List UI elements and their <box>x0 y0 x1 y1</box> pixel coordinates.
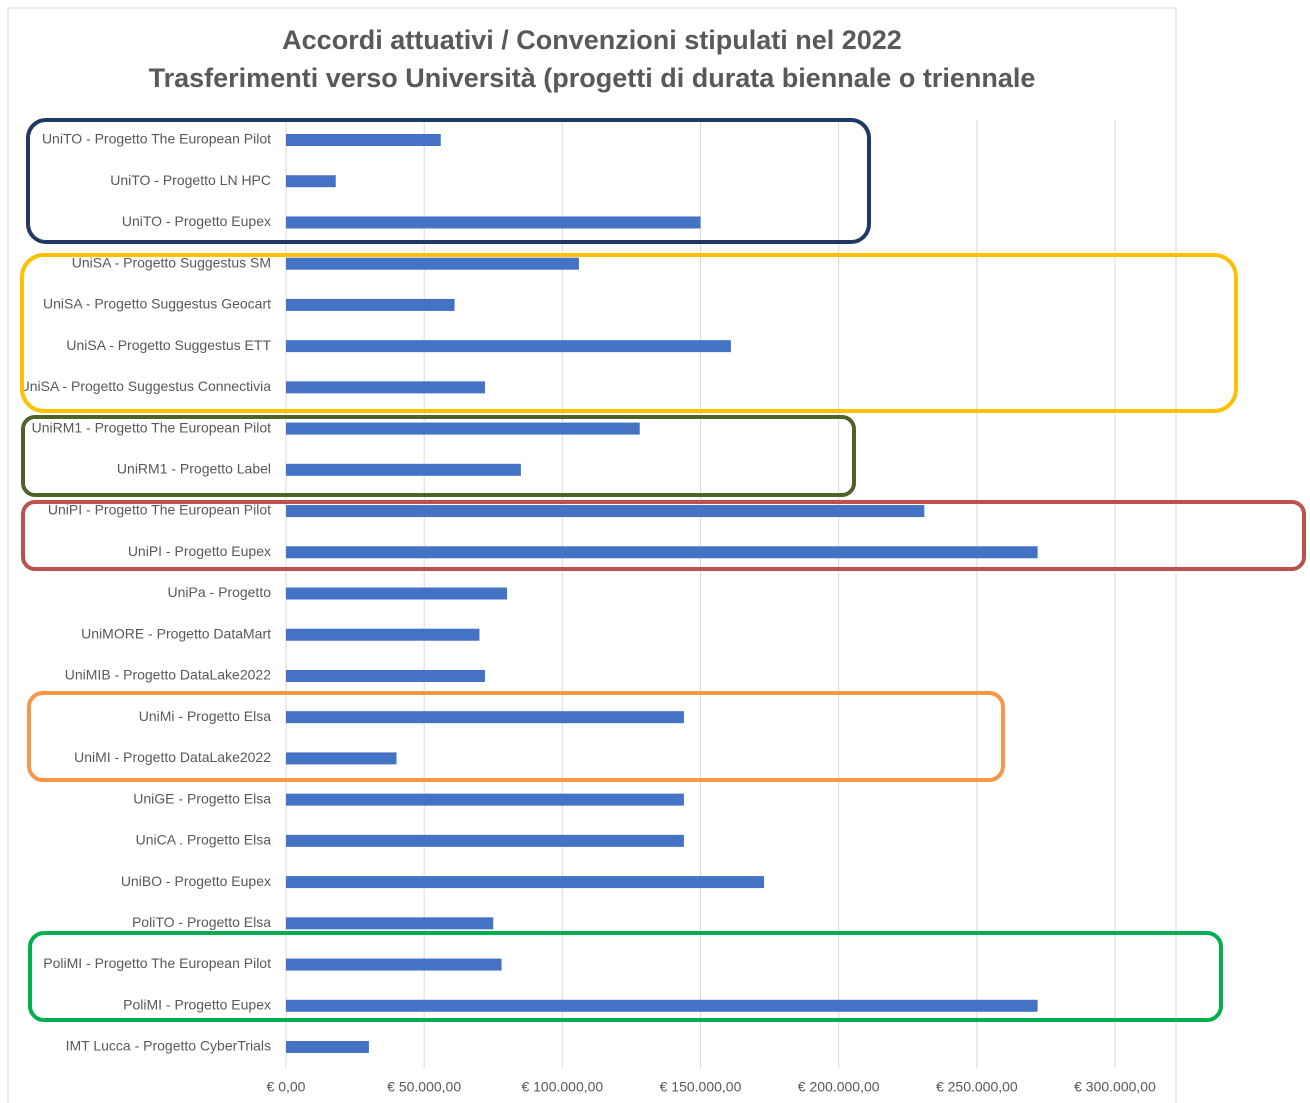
y-tick-label: UniMI - Progetto DataLake2022 <box>74 749 271 765</box>
y-tick-label: PoliMI - Progetto Eupex <box>123 996 271 1012</box>
bar <box>286 175 336 188</box>
bar <box>286 381 485 394</box>
bar <box>286 752 397 765</box>
y-tick-label: PoliMI - Progetto The European Pilot <box>43 955 271 971</box>
y-tick-label: UniPa - Progetto <box>168 584 272 600</box>
x-tick-label: € 150.000,00 <box>660 1079 742 1095</box>
bar <box>286 1041 369 1053</box>
group-box <box>28 931 1223 1022</box>
y-tick-label: UniSA - Progetto Suggestus Geocart <box>43 296 271 312</box>
y-tick-label: UniBO - Progetto Eupex <box>121 873 271 889</box>
group-box <box>21 415 856 497</box>
group-box <box>21 500 1306 571</box>
bar <box>286 793 684 806</box>
x-tick-label: € 300.000,00 <box>1074 1079 1156 1095</box>
group-box <box>20 253 1238 413</box>
group-box <box>27 691 1005 782</box>
y-tick-label: UniPI - Progetto Eupex <box>128 543 271 559</box>
bar <box>286 917 494 930</box>
bar <box>286 669 485 682</box>
y-tick-label: UniSA - Progetto Suggestus Connectivia <box>20 378 272 394</box>
plot: € 0,00 € 50.000,00 € 100.000,00 € 150.000,0… <box>20 120 1156 1095</box>
bar <box>286 134 441 146</box>
y-tick-label: UniRM1 - Progetto The European Pilot <box>32 419 272 435</box>
y-tick-label: UniTO - Progetto LN HPC <box>110 172 271 188</box>
chart-border <box>7 7 1177 1103</box>
y-tick-label: IMT Lucca - Progetto CyberTrials <box>66 1038 271 1054</box>
bar <box>286 505 925 518</box>
y-tick-label: UniCA . Progetto Elsa <box>136 832 272 848</box>
bar <box>286 340 731 353</box>
bar <box>286 463 521 476</box>
bar <box>286 834 684 847</box>
bar <box>286 587 508 600</box>
y-tick-label: UniPI - Progetto The European Pilot <box>48 502 271 518</box>
x-tick-label: € 0,00 <box>267 1079 306 1095</box>
bar <box>286 257 579 270</box>
y-tick-label: UniGE - Progetto Elsa <box>133 790 271 806</box>
y-tick-label: UniRM1 - Progetto Label <box>117 461 271 477</box>
chart-title: Accordi attuativi / Convenzioni stipulat… <box>282 25 902 55</box>
y-tick-label: UniTO - Progetto Eupex <box>122 213 271 229</box>
bar <box>286 999 1038 1012</box>
bar <box>286 711 684 724</box>
bar <box>286 298 455 311</box>
bar <box>286 876 765 889</box>
x-tick-label: € 100.000,00 <box>521 1079 603 1095</box>
y-tick-label: UniSA - Progetto Suggestus ETT <box>66 337 271 353</box>
bar <box>286 958 502 971</box>
bar <box>286 422 640 435</box>
group-box <box>26 118 871 244</box>
y-tick-label: UniMIB - Progetto DataLake2022 <box>65 667 271 683</box>
y-tick-label: PoliTO - Progetto Elsa <box>132 914 271 930</box>
x-tick-label: € 50.000,00 <box>387 1079 461 1095</box>
bar <box>286 628 480 641</box>
y-tick-label: UniMORE - Progetto DataMart <box>81 625 271 641</box>
bar <box>286 546 1038 559</box>
y-tick-label: UniMi - Progetto Elsa <box>139 708 271 724</box>
y-tick-label: UniSA - Progetto Suggestus SM <box>72 254 271 270</box>
chart-subtitle: Trasferimenti verso Università (progetti… <box>149 63 1036 93</box>
x-tick-label: € 250.000,00 <box>936 1079 1018 1095</box>
y-tick-label: UniTO - Progetto The European Pilot <box>42 131 271 147</box>
bar <box>286 216 701 229</box>
x-tick-label: € 200.000,00 <box>798 1079 880 1095</box>
